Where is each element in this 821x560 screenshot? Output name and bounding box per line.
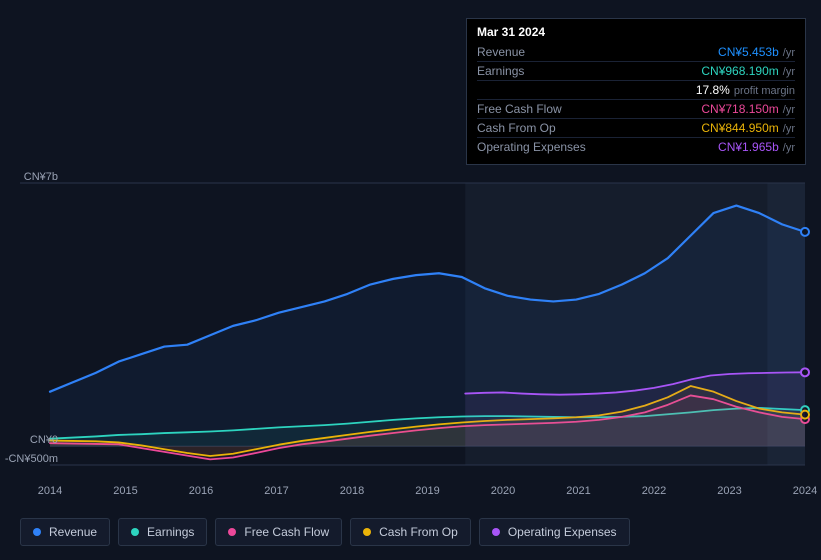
x-axis-tick-label: 2022 — [634, 485, 674, 497]
tooltip-row-value: CN¥1.965b — [718, 140, 779, 154]
tooltip-row-value: CN¥968.190m — [701, 64, 778, 78]
financials-chart: CN¥7bCN¥0-CN¥500m — [20, 160, 805, 490]
tooltip-row: Earnings CN¥968.190m/yr — [477, 61, 795, 80]
tooltip-row-value: 17.8% — [696, 83, 730, 97]
tooltip-row-value: CN¥844.950m — [701, 121, 778, 135]
legend-item[interactable]: Cash From Op — [350, 518, 471, 546]
x-axis-tick-label: 2019 — [408, 485, 448, 497]
x-axis-tick-label: 2014 — [30, 485, 70, 497]
legend-label: Operating Expenses — [508, 525, 617, 539]
tooltip-row-suffix: /yr — [783, 104, 795, 116]
legend-label: Earnings — [147, 525, 194, 539]
x-axis-tick-label: 2018 — [332, 485, 372, 497]
x-axis-tick-label: 2020 — [483, 485, 523, 497]
chart-tooltip: Mar 31 2024 Revenue CN¥5.453b/yr Earnings C… — [466, 18, 806, 165]
legend-label: Revenue — [49, 525, 97, 539]
tooltip-row: Operating Expenses CN¥1.965b/yr — [477, 137, 795, 156]
legend-item[interactable]: Revenue — [20, 518, 110, 546]
x-axis-tick-label: 2016 — [181, 485, 221, 497]
tooltip-row-suffix: /yr — [783, 142, 795, 154]
tooltip-row: Free Cash Flow CN¥718.150m/yr — [477, 99, 795, 118]
legend-item[interactable]: Operating Expenses — [479, 518, 630, 546]
chart-legend: Revenue Earnings Free Cash Flow Cash From O… — [20, 518, 630, 546]
legend-item[interactable]: Free Cash Flow — [215, 518, 342, 546]
y-axis-tick-label: CN¥0 — [0, 434, 58, 446]
legend-dot-icon — [33, 528, 41, 536]
tooltip-row-label: Revenue — [477, 45, 525, 59]
tooltip-row-value: CN¥5.453b — [718, 45, 779, 59]
tooltip-row-label: Cash From Op — [477, 121, 556, 135]
legend-label: Free Cash Flow — [244, 525, 329, 539]
legend-dot-icon — [228, 528, 236, 536]
x-axis-tick-label: 2021 — [559, 485, 599, 497]
x-axis-tick-label: 2015 — [106, 485, 146, 497]
tooltip-title: Mar 31 2024 — [477, 25, 795, 39]
tooltip-row-suffix: /yr — [783, 66, 795, 78]
legend-item[interactable]: Earnings — [118, 518, 207, 546]
chart-svg — [20, 160, 805, 490]
tooltip-row: Cash From Op CN¥844.950m/yr — [477, 118, 795, 137]
x-axis-tick-label: 2023 — [710, 485, 750, 497]
tooltip-row-label: Free Cash Flow — [477, 102, 562, 116]
tooltip-row-suffix: /yr — [783, 123, 795, 135]
legend-dot-icon — [492, 528, 500, 536]
legend-dot-icon — [131, 528, 139, 536]
tooltip-row-label: Earnings — [477, 64, 524, 78]
tooltip-row-label: Operating Expenses — [477, 140, 586, 154]
tooltip-row-value: CN¥718.150m — [701, 102, 778, 116]
y-axis-tick-label: -CN¥500m — [0, 453, 58, 465]
tooltip-row-suffix: /yr — [783, 47, 795, 59]
tooltip-row-suffix: profit margin — [734, 85, 795, 97]
tooltip-row: Revenue CN¥5.453b/yr — [477, 43, 795, 61]
legend-label: Cash From Op — [379, 525, 458, 539]
tooltip-row: 17.8% profit margin — [477, 80, 795, 99]
x-axis-tick-label: 2024 — [785, 485, 821, 497]
y-axis-tick-label: CN¥7b — [0, 171, 58, 183]
x-axis-tick-label: 2017 — [257, 485, 297, 497]
legend-dot-icon — [363, 528, 371, 536]
